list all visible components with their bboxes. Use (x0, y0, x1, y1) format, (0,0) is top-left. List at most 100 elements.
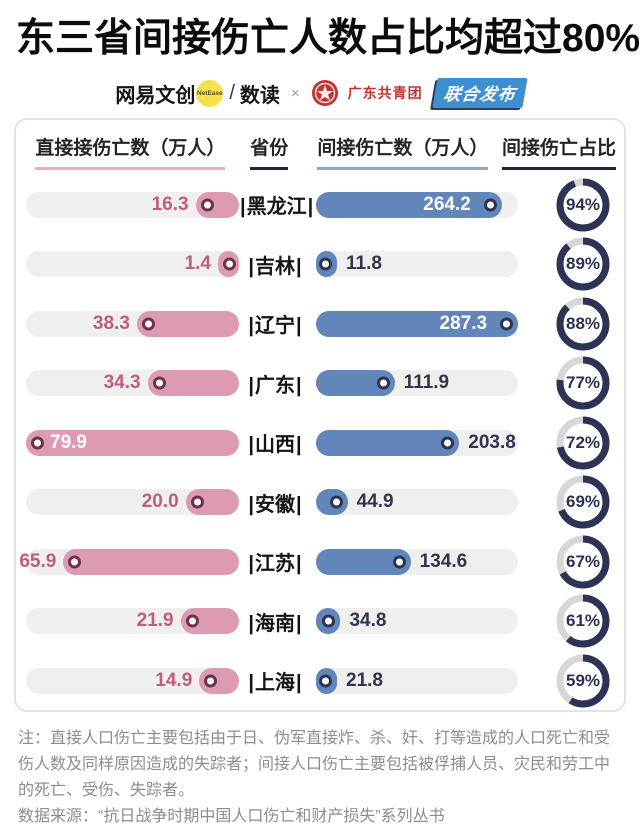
donut-ring-icon (556, 297, 610, 351)
chart-card: 直接接伤亡数（万人） 省份 间接伤亡数（万人） 间接伤亡占比 16.3 |黑龙江|… (14, 118, 626, 712)
footnotes: 注：直接人口伤亡主要包括由于日、伪军直接炸、杀、奸、打等造成的人口死亡和受伤人数… (18, 726, 624, 830)
donut-ring-icon (556, 475, 610, 529)
direct-casualty-bar: 65.9 (19, 548, 239, 575)
shudu-logo: 数读 (239, 84, 280, 107)
table-row: 1.4 |吉林| 11.8 89% (16, 235, 624, 295)
indirect-value-label: 21.8 (346, 669, 383, 691)
direct-value-label: 1.4 (184, 253, 211, 275)
header-indirect-casualties: 间接伤亡数（万人） (304, 133, 502, 170)
indirect-casualty-bar: 11.8 (316, 251, 518, 278)
province-label: |广东| (239, 369, 311, 398)
donut-ring-icon (556, 416, 610, 470)
joint-release-badge: 联合发布 (432, 78, 528, 108)
indirect-ratio-donut: 72% (556, 416, 610, 470)
header-province: 省份 (235, 133, 304, 170)
ratio-percent-label: 61% (565, 611, 601, 631)
indirect-value-label: 34.8 (349, 610, 387, 632)
province-label: |上海| (239, 666, 311, 695)
right-tick-bar: | (296, 315, 302, 338)
table-row: 79.9 |山西| 203.8 72% (16, 413, 624, 473)
footnote-definition: 注：直接人口伤亡主要包括由于日、伪军直接炸、杀、奸、打等造成的人口死亡和受伤人数… (18, 730, 611, 799)
donut-ring-icon (556, 178, 610, 232)
bar-end-dot-icon (392, 555, 406, 569)
x-separator: × (290, 84, 300, 102)
right-tick-bar: | (296, 493, 302, 516)
province-label: |江苏| (239, 547, 311, 576)
donut-ring-icon (556, 535, 610, 589)
direct-value-label: 38.3 (92, 312, 130, 334)
donut-ring-icon (556, 237, 610, 291)
direct-value-label: 16.3 (151, 193, 189, 215)
left-tick-bar: | (248, 612, 254, 635)
direct-value-label: 14.9 (155, 669, 193, 691)
indirect-casualty-bar: 44.9 (316, 489, 518, 516)
youth-league-emblem-icon (311, 79, 339, 107)
bar-end-dot-icon (319, 257, 332, 271)
guangdong-youth-league-label: 广东共青团 (347, 85, 423, 101)
table-row: 21.9 |海南| 34.8 61% (16, 592, 624, 652)
left-tick-bar: | (248, 553, 254, 576)
province-name: 山西 (255, 434, 295, 457)
bar-end-dot-icon (329, 495, 343, 509)
right-tick-bar: | (296, 553, 302, 576)
indirect-value-label: 44.9 (356, 491, 394, 513)
direct-casualty-bar: 20.0 (26, 489, 239, 516)
indirect-casualty-bar: 264.2 (316, 191, 518, 218)
indirect-value-label: 111.9 (403, 372, 450, 394)
bar-end-dot-icon (223, 257, 236, 271)
bar-end-dot-icon (185, 614, 199, 628)
direct-casualty-bar: 16.3 (26, 191, 239, 218)
indirect-value-label: 264.2 (423, 193, 471, 215)
province-label: |山西| (239, 428, 311, 457)
ratio-percent-label: 89% (565, 254, 601, 274)
bar-end-dot-icon (152, 376, 166, 390)
credits-row: 网易文创 NetEase / 数读 × 广东共青团 联合发布 (0, 76, 640, 110)
table-row: 20.0 |安徽| 44.9 69% (16, 473, 624, 533)
donut-ring-icon (556, 654, 610, 708)
direct-value-label: 79.9 (50, 431, 87, 453)
direct-casualty-bar: 1.4 (26, 251, 239, 278)
table-row: 34.3 |广东| 111.9 77% (16, 354, 624, 414)
indirect-ratio-donut: 89% (556, 237, 610, 291)
netease-yellow-badge-icon: NetEase (196, 79, 224, 107)
right-tick-bar: | (296, 374, 302, 397)
province-label: |海南| (239, 607, 311, 636)
indirect-ratio-donut: 61% (556, 594, 610, 648)
bar-end-dot-icon (322, 614, 336, 628)
province-name: 辽宁 (255, 315, 295, 338)
table-header-row: 直接接伤亡数（万人） 省份 间接伤亡数（万人） 间接伤亡占比 (16, 120, 624, 170)
direct-casualty-bar: 38.3 (26, 310, 239, 337)
right-tick-bar: | (307, 196, 314, 219)
left-tick-bar: | (248, 255, 254, 278)
province-label: |吉林| (239, 250, 311, 279)
indirect-casualty-bar: 111.9 (316, 370, 518, 397)
right-tick-bar: | (296, 434, 302, 457)
province-name: 安徽 (255, 493, 295, 516)
bar-end-dot-icon (190, 495, 204, 509)
indirect-casualty-bar: 134.6 (316, 548, 518, 575)
bar-end-dot-icon (31, 436, 44, 450)
header-direct-casualties: 直接接伤亡数（万人） (26, 133, 235, 170)
left-tick-bar: | (240, 196, 246, 219)
indirect-ratio-donut: 67% (556, 535, 610, 589)
donut-ring-icon (556, 356, 610, 410)
right-tick-bar: | (296, 612, 302, 635)
bar-end-dot-icon (483, 198, 497, 212)
ratio-percent-label: 67% (565, 551, 601, 571)
direct-value-label: 20.0 (141, 491, 179, 513)
direct-value-label: 34.3 (103, 372, 141, 394)
netease-wenchuang-logo: 网易文创 (115, 84, 196, 107)
ratio-percent-label: 69% (565, 492, 601, 512)
indirect-casualty-bar: 203.8 (316, 429, 518, 456)
indirect-ratio-donut: 88% (556, 297, 610, 351)
ratio-percent-label: 94% (565, 194, 601, 214)
left-tick-bar: | (248, 672, 254, 695)
bar-end-dot-icon (200, 198, 214, 212)
province-name: 吉林 (255, 255, 295, 278)
left-tick-bar: | (248, 493, 254, 516)
direct-value-label: 21.9 (136, 610, 174, 632)
table-row: 38.3 |辽宁| 287.3 88% (16, 294, 624, 354)
ratio-percent-label: 77% (565, 373, 601, 393)
bar-end-dot-icon (68, 555, 82, 569)
indirect-ratio-donut: 59% (556, 654, 610, 708)
